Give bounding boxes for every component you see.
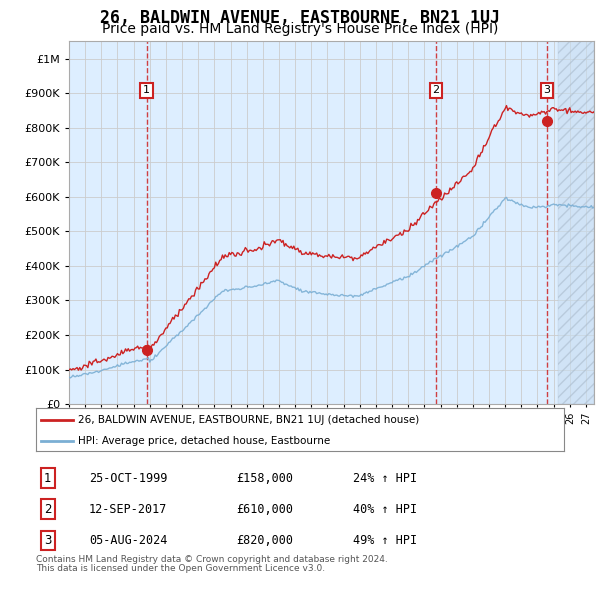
- Text: 49% ↑ HPI: 49% ↑ HPI: [353, 534, 417, 547]
- Text: Contains HM Land Registry data © Crown copyright and database right 2024.: Contains HM Land Registry data © Crown c…: [36, 555, 388, 563]
- Text: 40% ↑ HPI: 40% ↑ HPI: [353, 503, 417, 516]
- Text: 26, BALDWIN AVENUE, EASTBOURNE, BN21 1UJ: 26, BALDWIN AVENUE, EASTBOURNE, BN21 1UJ: [100, 9, 500, 27]
- Text: 12-SEP-2017: 12-SEP-2017: [89, 503, 167, 516]
- Text: 05-AUG-2024: 05-AUG-2024: [89, 534, 167, 547]
- Text: 25-OCT-1999: 25-OCT-1999: [89, 471, 167, 484]
- Text: 2: 2: [44, 503, 52, 516]
- Text: 2: 2: [432, 86, 439, 95]
- Bar: [559, 41, 594, 404]
- Text: 26, BALDWIN AVENUE, EASTBOURNE, BN21 1UJ (detached house): 26, BALDWIN AVENUE, EASTBOURNE, BN21 1UJ…: [78, 415, 419, 425]
- Text: HPI: Average price, detached house, Eastbourne: HPI: Average price, detached house, East…: [78, 435, 331, 445]
- Text: £610,000: £610,000: [236, 503, 293, 516]
- Text: 3: 3: [544, 86, 550, 95]
- Text: 1: 1: [143, 86, 150, 95]
- Text: This data is licensed under the Open Government Licence v3.0.: This data is licensed under the Open Gov…: [36, 564, 325, 573]
- Text: 3: 3: [44, 534, 52, 547]
- Text: 24% ↑ HPI: 24% ↑ HPI: [353, 471, 417, 484]
- Text: 1: 1: [44, 471, 52, 484]
- Text: £820,000: £820,000: [236, 534, 293, 547]
- Text: £158,000: £158,000: [236, 471, 293, 484]
- Text: Price paid vs. HM Land Registry's House Price Index (HPI): Price paid vs. HM Land Registry's House …: [102, 22, 498, 36]
